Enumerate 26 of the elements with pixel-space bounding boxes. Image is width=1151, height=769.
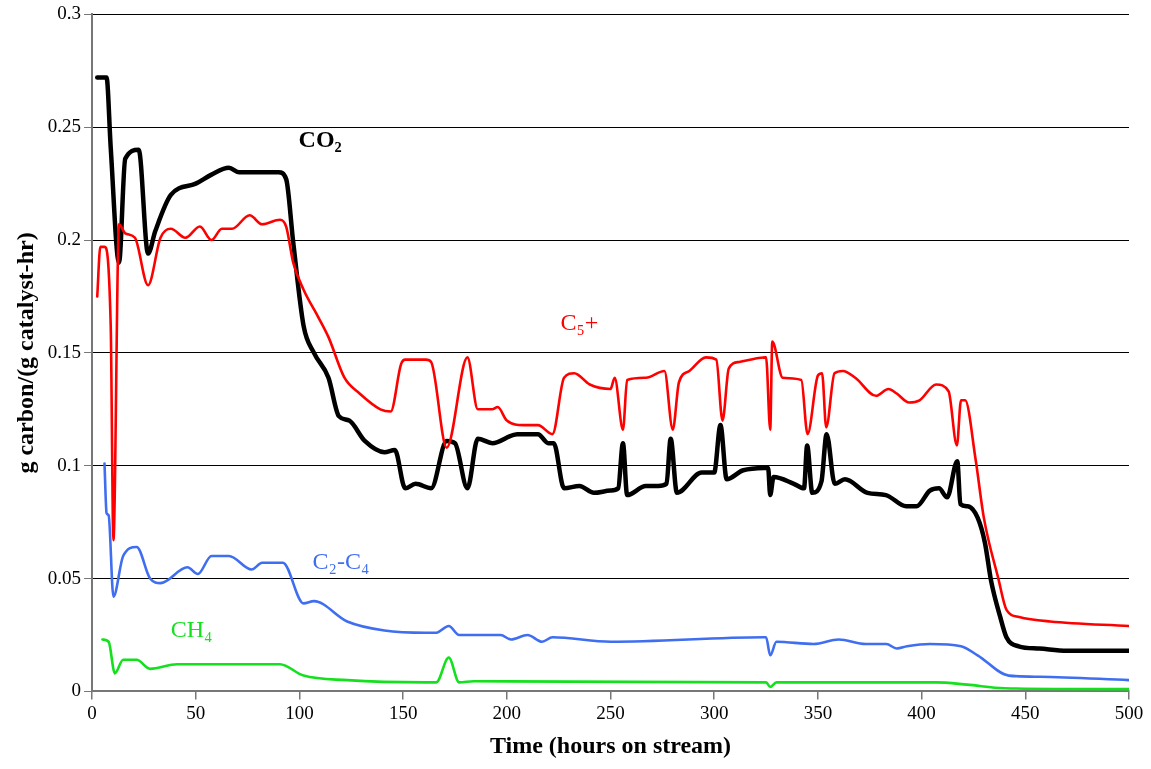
series-label: C₅+	[560, 308, 599, 335]
y-tick-label: 0.2	[57, 228, 82, 250]
x-tick-label: 450	[1011, 701, 1040, 723]
y-tick-label: 0.05	[47, 566, 82, 588]
x-tick-label: 200	[492, 701, 522, 723]
x-tick-label: 500	[1114, 701, 1144, 723]
x-tick-label: 0	[87, 701, 97, 723]
line-series	[103, 462, 1129, 682]
y-tick-label: 0.1	[57, 453, 82, 475]
line-series	[94, 75, 1129, 654]
series-label: CO₂	[298, 125, 342, 152]
series-label: CH₄	[170, 615, 213, 642]
x-tick-label: 400	[907, 701, 936, 723]
x-tick-label: 250	[596, 701, 625, 723]
x-tick-label: 100	[285, 701, 314, 723]
y-tick-label: 0.15	[47, 340, 82, 362]
y-tick-label: 0.3	[57, 2, 82, 24]
x-tick-label: 300	[699, 701, 729, 723]
x-tick-label: 150	[388, 701, 418, 723]
x-axis-title: Time (hours on stream)	[489, 731, 732, 758]
x-tick-label: 50	[186, 701, 206, 723]
y-axis-title: g carbon/(g catalyst-hr)	[11, 232, 38, 474]
y-tick-label: 0.25	[47, 115, 82, 137]
series-label: C₂-C₄	[312, 548, 370, 575]
y-tick-label: 0	[71, 679, 82, 701]
x-tick-label: 350	[803, 701, 833, 723]
